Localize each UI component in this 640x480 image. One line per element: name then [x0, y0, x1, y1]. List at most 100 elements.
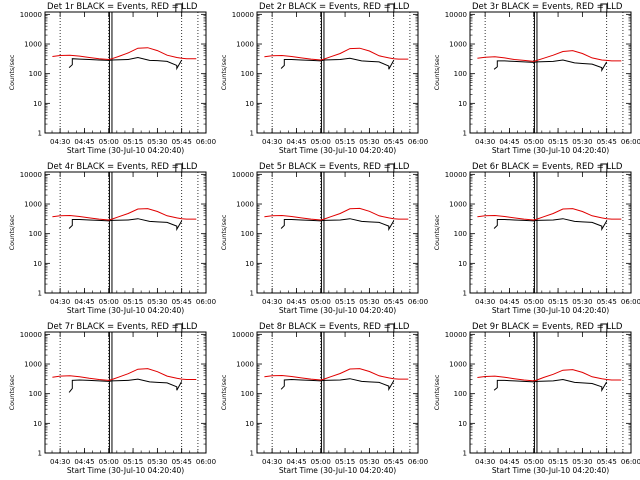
- x-tick-label: 04:45: [74, 138, 94, 146]
- y-axis-label: Counts/sec: [8, 214, 16, 250]
- x-tick-label: 05:45: [172, 138, 192, 146]
- x-tick-label: 04:30: [475, 138, 495, 146]
- x-tick-label: 05:30: [572, 298, 592, 306]
- x-tick-label: 04:30: [50, 458, 70, 466]
- y-tick-label: 100: [29, 390, 42, 398]
- x-tick-label: 05:15: [335, 298, 355, 306]
- chart-title: Det 7r BLACK = Events, RED = LLD: [47, 322, 198, 332]
- y-tick-label: 10: [33, 420, 42, 428]
- x-tick-label: 04:30: [50, 298, 70, 306]
- x-tick-label: 04:45: [499, 138, 519, 146]
- series-line-events: [493, 378, 608, 393]
- x-tick-label: 05:30: [359, 458, 379, 466]
- y-tick-label: 10000: [445, 11, 467, 19]
- series-line-lld: [52, 47, 197, 61]
- y-axis-label: Counts/sec: [433, 214, 441, 250]
- top-bracket-marker: [175, 323, 183, 332]
- y-axis-label: Counts/sec: [8, 374, 16, 410]
- x-tick-label: 05:15: [548, 138, 568, 146]
- series-line-events: [280, 378, 395, 392]
- y-tick-label: 1: [38, 130, 42, 138]
- y-axis-label: Counts/sec: [8, 54, 16, 90]
- plot-frame: [469, 11, 632, 134]
- top-bracket-marker: [600, 323, 608, 332]
- series-line-events: [68, 378, 183, 393]
- x-tick-label: 05:30: [359, 138, 379, 146]
- series-line-lld: [264, 207, 409, 221]
- x-tick-label: 05:30: [147, 138, 167, 146]
- x-tick-label: 05:30: [359, 298, 379, 306]
- y-tick-label: 100: [29, 230, 42, 238]
- x-tick-label: 05:15: [123, 138, 143, 146]
- y-tick-label: 1000: [236, 41, 254, 49]
- y-tick-label: 1000: [449, 361, 467, 369]
- series-line-events: [493, 218, 608, 232]
- x-tick-label: 05:15: [123, 298, 143, 306]
- chart-title: Det 2r BLACK = Events, RED = LLD: [259, 2, 410, 12]
- top-bracket-marker: [600, 3, 608, 12]
- y-tick-label: 10: [245, 100, 254, 108]
- y-tick-label: 10000: [20, 331, 42, 339]
- y-tick-label: 10: [458, 260, 467, 268]
- x-tick-label: 04:45: [74, 458, 94, 466]
- y-tick-label: 1000: [449, 201, 467, 209]
- series-line-lld: [477, 208, 622, 221]
- y-tick-label: 1: [463, 290, 467, 298]
- chart-title: Det 6r BLACK = Events, RED = LLD: [472, 162, 623, 172]
- x-tick-label: 05:30: [572, 138, 592, 146]
- x-tick-label: 04:45: [286, 138, 306, 146]
- x-tick-label: 05:45: [172, 458, 192, 466]
- y-axis-label: Counts/sec: [433, 54, 441, 90]
- y-tick-label: 1: [250, 290, 254, 298]
- x-tick-label: 05:00: [99, 138, 119, 146]
- x-tick-label: 05:45: [384, 298, 404, 306]
- chart-title: Det 1r BLACK = Events, RED = LLD: [47, 2, 198, 12]
- y-tick-label: 1: [38, 290, 42, 298]
- y-tick-label: 1: [38, 450, 42, 458]
- x-tick-label: 04:45: [74, 298, 94, 306]
- chart-panel-7: Det 7r BLACK = Events, RED = LLD 1 10 100 10…: [8, 322, 216, 475]
- x-tick-label: 04:30: [262, 458, 282, 466]
- x-axis-label: Start Time (30-Jul-10 04:20:40): [279, 146, 396, 155]
- chart-panel-3: Det 3r BLACK = Events, RED = LLD 1 10 100 10…: [433, 2, 640, 155]
- chart-panel-5: Det 5r BLACK = Events, RED = LLD 1 10 100 10…: [220, 162, 428, 315]
- y-axis-label: Counts/sec: [220, 54, 228, 90]
- top-bracket-marker: [175, 3, 183, 12]
- chart-panel-2: Det 2r BLACK = Events, RED = LLD 1 10 100 10…: [220, 2, 428, 155]
- y-tick-label: 1: [463, 450, 467, 458]
- plot-frame: [256, 331, 419, 454]
- x-tick-label: 04:30: [475, 298, 495, 306]
- x-tick-label: 05:00: [311, 298, 331, 306]
- x-tick-label: 06:00: [621, 138, 640, 146]
- plot-frame: [44, 331, 207, 454]
- x-tick-label: 04:45: [286, 298, 306, 306]
- x-axis-label: Start Time (30-Jul-10 04:20:40): [492, 466, 609, 475]
- chart-title: Det 9r BLACK = Events, RED = LLD: [472, 322, 623, 332]
- series-line-lld: [52, 368, 197, 381]
- series-line-lld: [477, 369, 622, 382]
- x-axis-label: Start Time (30-Jul-10 04:20:40): [67, 306, 184, 315]
- series-line-lld: [477, 50, 622, 62]
- x-tick-label: 04:30: [262, 138, 282, 146]
- y-tick-label: 10000: [232, 171, 254, 179]
- x-tick-label: 06:00: [408, 298, 428, 306]
- x-tick-label: 04:30: [475, 458, 495, 466]
- x-axis-label: Start Time (30-Jul-10 04:20:40): [67, 146, 184, 155]
- y-tick-label: 100: [241, 230, 254, 238]
- x-tick-label: 05:00: [311, 138, 331, 146]
- top-bracket-marker: [387, 3, 395, 12]
- y-axis-label: Counts/sec: [220, 214, 228, 250]
- x-tick-label: 04:30: [50, 138, 70, 146]
- x-tick-label: 05:00: [99, 298, 119, 306]
- y-tick-label: 100: [241, 390, 254, 398]
- x-tick-label: 05:00: [524, 138, 544, 146]
- y-tick-label: 1000: [449, 41, 467, 49]
- y-tick-label: 100: [241, 70, 254, 78]
- y-tick-label: 10000: [232, 11, 254, 19]
- top-bracket-marker: [387, 323, 395, 332]
- x-tick-label: 05:30: [147, 298, 167, 306]
- x-tick-label: 05:00: [524, 458, 544, 466]
- y-tick-label: 1: [250, 450, 254, 458]
- y-tick-label: 1000: [24, 201, 42, 209]
- y-tick-label: 10: [245, 420, 254, 428]
